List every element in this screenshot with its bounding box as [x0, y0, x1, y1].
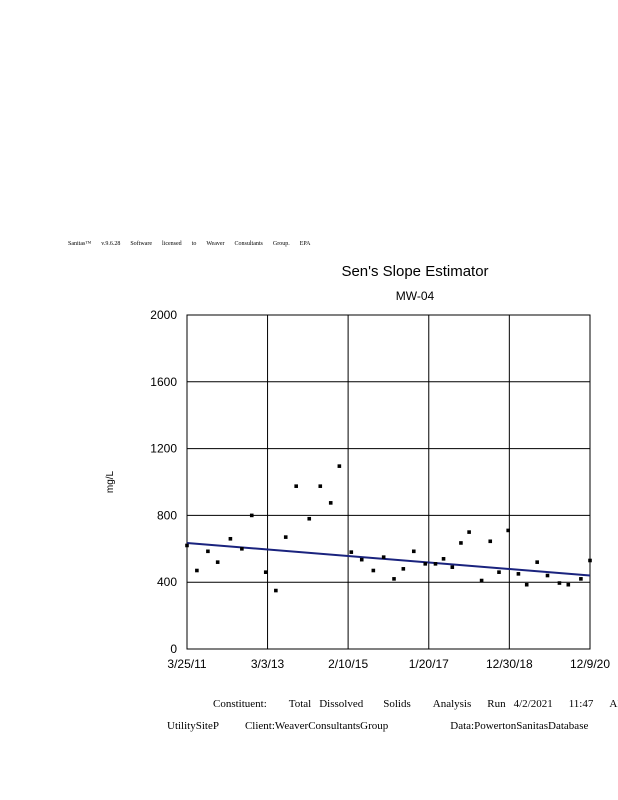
header-word: Group.: [272, 241, 290, 247]
data-point: [479, 578, 484, 583]
footer-source-line: UtilitySiteP Client:WeaverConsultantsGro…: [167, 720, 588, 732]
data-point: [240, 547, 244, 551]
data-point: [506, 528, 510, 533]
data-point: [411, 549, 416, 554]
data-point: [524, 582, 529, 587]
data-point: [206, 549, 210, 554]
data-point: [516, 572, 521, 576]
data-point: [450, 565, 455, 569]
header-word: EPA: [299, 241, 311, 247]
footer-word: 11:47: [568, 698, 594, 710]
plot-frame: [186, 314, 591, 650]
data-point: [497, 570, 501, 574]
footer-word: Dissolved: [319, 698, 364, 710]
data-point: [185, 543, 189, 548]
license-header: Sanitas™ v.9.6.28 Software licensed to W…: [68, 241, 311, 247]
data-point: [283, 535, 288, 539]
data-point: [423, 562, 428, 566]
y-tick-label: 800: [157, 508, 177, 522]
data-point: [401, 567, 406, 571]
x-tick-label: 3/3/13: [251, 657, 285, 671]
y-tick-label: 1200: [150, 442, 177, 456]
header-word: Software: [130, 241, 153, 247]
data-point: [392, 577, 396, 581]
data-point: [318, 484, 323, 488]
data-point: [307, 516, 312, 521]
header-word: Consultants: [234, 241, 263, 247]
data-point: [195, 568, 199, 573]
data-point: [371, 568, 376, 573]
footer-word: 4/2/2021: [513, 698, 553, 710]
data-point: [337, 464, 342, 468]
data-point: [228, 536, 233, 541]
data-point: [274, 588, 278, 593]
footer-info-line: Constituent: Total Dissolved Solids Anal…: [213, 698, 618, 710]
y-tick-label: 1600: [150, 375, 177, 389]
footer-word: Run: [487, 698, 506, 710]
chart-title: Sen's Slope Estimator: [341, 263, 489, 280]
data-point: [566, 582, 571, 587]
x-tick-label: 12/9/20: [570, 657, 610, 671]
footer-word: Total: [288, 698, 312, 710]
chart-subtitle: MW-04: [395, 289, 435, 303]
data-point: [215, 560, 220, 564]
x-tick-label: 2/10/15: [328, 657, 368, 671]
data-point: [545, 573, 550, 578]
data-point: [459, 541, 463, 545]
data-point: [588, 558, 592, 563]
header-word: to: [191, 241, 197, 247]
header-word: Sanitas™: [68, 241, 92, 247]
footer-word: AM: [609, 698, 618, 710]
data-point: [488, 539, 493, 544]
footer-word: Constituent:: [213, 698, 267, 710]
data-point: [381, 555, 386, 559]
data-point: [557, 581, 562, 585]
header-word: Weaver: [206, 241, 225, 247]
footer-word: Client:WeaverConsultantsGroup: [244, 720, 389, 732]
data-point: [359, 557, 364, 562]
x-tick-label: 12/30/18: [486, 657, 533, 671]
data-point: [263, 570, 268, 574]
data-point: [535, 560, 539, 564]
data-point: [349, 550, 354, 554]
y-axis-label: mg/L: [105, 470, 116, 493]
y-tick-label: 400: [157, 575, 177, 589]
header-word: licensed: [162, 241, 182, 247]
data-point: [579, 577, 583, 581]
footer-word: Data:PowertonSanitasDatabase: [450, 720, 589, 732]
y-tick-label: 0: [170, 642, 177, 656]
y-tick-label: 2000: [150, 308, 177, 322]
data-point: [467, 530, 471, 534]
data-point: [328, 501, 333, 505]
header-word: v.9.6.28: [101, 241, 121, 247]
footer-word: Solids: [383, 698, 411, 710]
sens-slope-trend-line: [186, 541, 591, 577]
data-point: [433, 562, 438, 566]
data-point: [249, 513, 254, 518]
footer-word: Analysis: [432, 698, 472, 710]
data-point: [294, 484, 298, 488]
data-point: [441, 557, 446, 561]
x-tick-label: 3/25/11: [167, 657, 206, 671]
x-tick-label: 1/20/17: [409, 657, 449, 671]
footer-word: UtilitySiteP: [167, 720, 219, 732]
